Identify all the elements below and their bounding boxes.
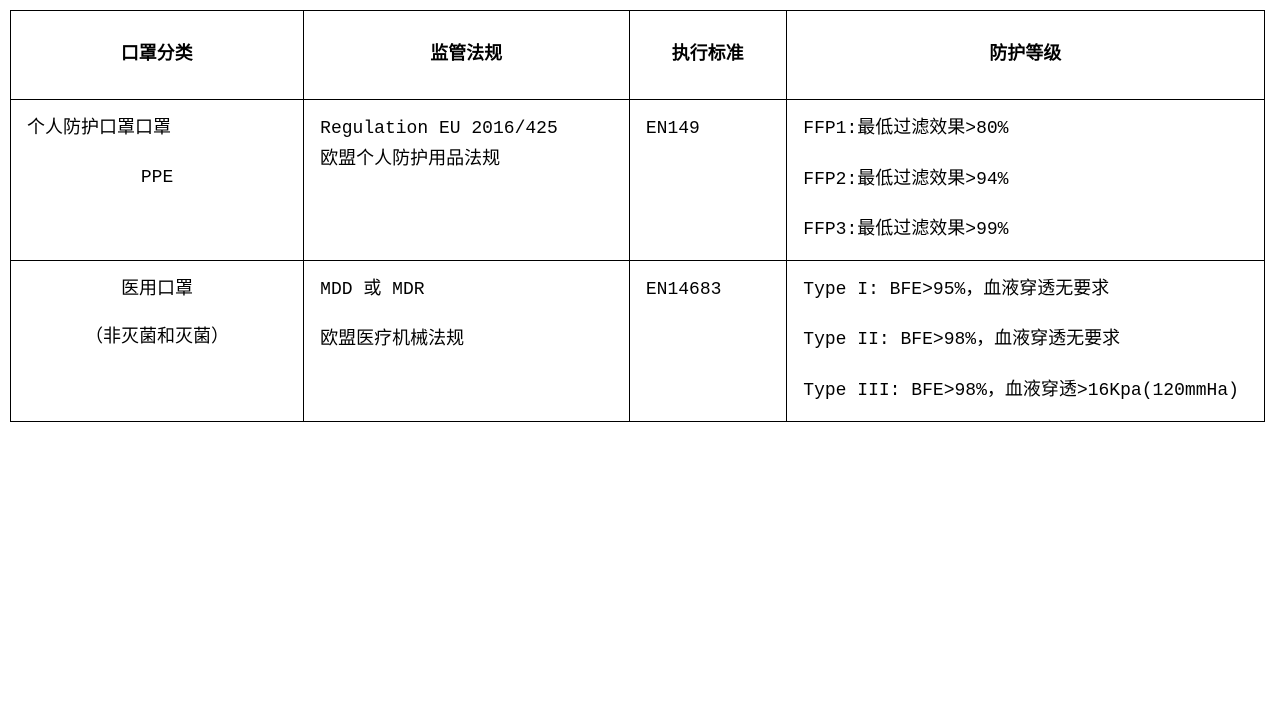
category-line2: PPE [27, 163, 287, 194]
category-line2: （非灭菌和灭菌） [27, 323, 287, 354]
level-item: Type I: BFE>95%，血液穿透无要求 [803, 275, 1248, 306]
level-item: FFP2:最低过滤效果>94% [803, 165, 1248, 196]
col-header-regulation: 监管法规 [304, 11, 630, 100]
cell-regulation: Regulation EU 2016/425 欧盟个人防护用品法规 [304, 100, 630, 261]
level-item: Type III: BFE>98%，血液穿透>16Kpa(120mmHa) [803, 376, 1248, 407]
col-header-standard: 执行标准 [629, 11, 786, 100]
category-line1: 医用口罩 [27, 275, 287, 306]
regulation-line2: 欧盟医疗机械法规 [320, 325, 613, 356]
category-line1: 个人防护口罩口罩 [27, 114, 287, 145]
regulation-line1: Regulation EU 2016/425 [320, 114, 613, 145]
cell-category: 医用口罩 （非灭菌和灭菌） [11, 260, 304, 421]
mask-classification-table: 口罩分类 监管法规 执行标准 防护等级 个人防护口罩口罩 PPE Regulat… [10, 10, 1265, 422]
col-header-level: 防护等级 [787, 11, 1265, 100]
table-row: 个人防护口罩口罩 PPE Regulation EU 2016/425 欧盟个人… [11, 100, 1265, 261]
level-item: FFP3:最低过滤效果>99% [803, 215, 1248, 246]
regulation-line1: MDD 或 MDR [320, 275, 613, 306]
table-header-row: 口罩分类 监管法规 执行标准 防护等级 [11, 11, 1265, 100]
cell-standard: EN149 [629, 100, 786, 261]
table-row: 医用口罩 （非灭菌和灭菌） MDD 或 MDR 欧盟医疗机械法规 EN14683… [11, 260, 1265, 421]
cell-standard: EN14683 [629, 260, 786, 421]
cell-regulation: MDD 或 MDR 欧盟医疗机械法规 [304, 260, 630, 421]
cell-levels: Type I: BFE>95%，血液穿透无要求 Type II: BFE>98%… [787, 260, 1265, 421]
cell-levels: FFP1:最低过滤效果>80% FFP2:最低过滤效果>94% FFP3:最低过… [787, 100, 1265, 261]
level-item: FFP1:最低过滤效果>80% [803, 114, 1248, 145]
level-item: Type II: BFE>98%，血液穿透无要求 [803, 325, 1248, 356]
regulation-line2: 欧盟个人防护用品法规 [320, 145, 613, 176]
cell-category: 个人防护口罩口罩 PPE [11, 100, 304, 261]
col-header-category: 口罩分类 [11, 11, 304, 100]
